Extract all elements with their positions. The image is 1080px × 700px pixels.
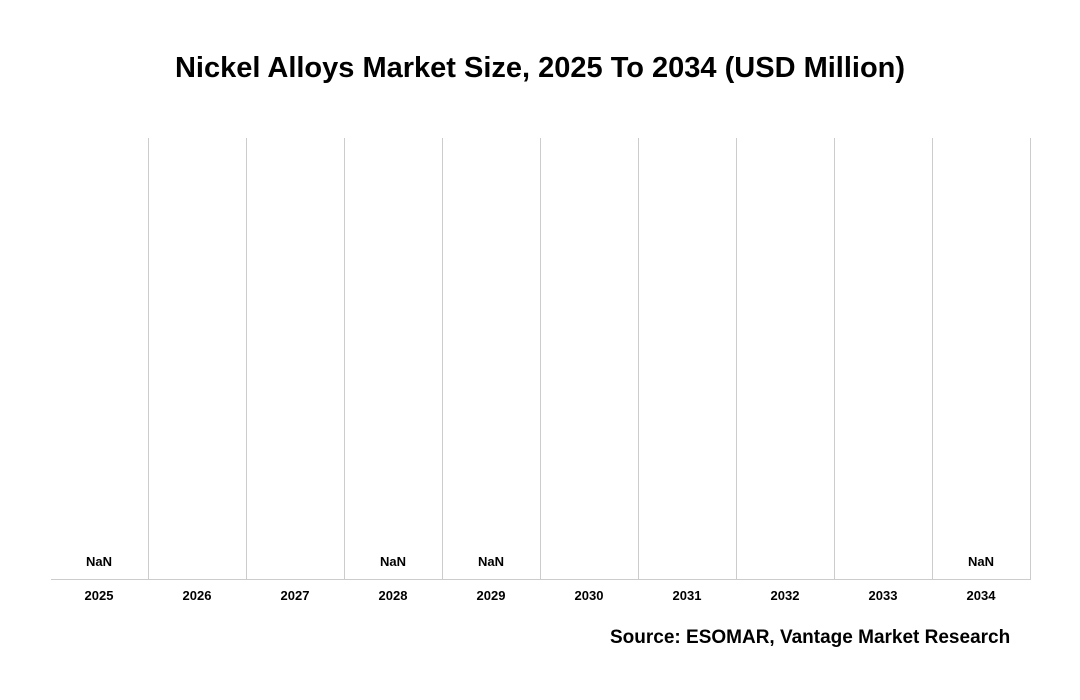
gridline	[834, 138, 835, 580]
chart-title: Nickel Alloys Market Size, 2025 To 2034 …	[0, 52, 1080, 85]
x-axis-label: 2026	[183, 588, 212, 603]
x-axis-label: 2033	[869, 588, 898, 603]
x-axis-label: 2031	[673, 588, 702, 603]
gridline	[540, 138, 541, 580]
x-axis-label: 2027	[281, 588, 310, 603]
bar-value-label: NaN	[86, 554, 112, 569]
bar-value-label: NaN	[968, 554, 994, 569]
x-axis-label: 2025	[85, 588, 114, 603]
source-text: Source: ESOMAR, Vantage Market Research	[610, 627, 1010, 649]
x-axis-label: 2030	[575, 588, 604, 603]
x-axis-label: 2034	[967, 588, 996, 603]
gridline	[1030, 138, 1031, 580]
x-axis-label: 2032	[771, 588, 800, 603]
gridline	[246, 138, 247, 580]
x-axis-label: 2028	[379, 588, 408, 603]
gridline	[932, 138, 933, 580]
gridline	[344, 138, 345, 580]
x-axis-label: 2029	[477, 588, 506, 603]
bar-value-label: NaN	[380, 554, 406, 569]
bar-value-label: NaN	[478, 554, 504, 569]
gridline	[148, 138, 149, 580]
gridline	[442, 138, 443, 580]
gridline	[736, 138, 737, 580]
gridline	[638, 138, 639, 580]
